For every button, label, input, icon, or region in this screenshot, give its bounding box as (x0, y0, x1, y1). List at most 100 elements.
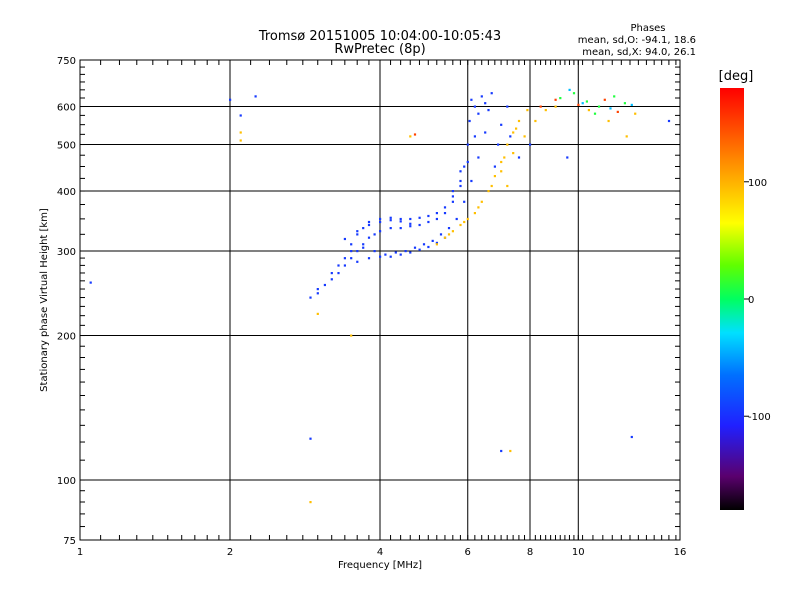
data-point (623, 102, 626, 105)
data-point (356, 250, 359, 253)
data-point (487, 109, 490, 112)
data-point (554, 105, 557, 108)
data-point (350, 257, 353, 260)
data-points (89, 88, 671, 504)
colorbar-ticks: 100 0 -100 (744, 178, 771, 423)
data-point (473, 135, 476, 138)
data-point (451, 230, 454, 233)
data-point (239, 139, 242, 142)
data-point (459, 170, 462, 173)
colorbar-tick-label: 100 (748, 178, 767, 189)
chart-subtitle: RwPretec (8p) (334, 42, 425, 57)
data-point (409, 225, 412, 228)
data-point (455, 217, 458, 221)
data-point (572, 92, 576, 95)
colorbar-tick-label: 0 (748, 295, 754, 306)
data-point (427, 214, 430, 218)
data-point (356, 260, 359, 263)
data-point (581, 102, 584, 105)
chart-title: Tromsø 20151005 10:04:00-10:05:43 (258, 29, 501, 44)
data-point (493, 165, 496, 168)
data-point (459, 179, 462, 183)
data-point (389, 216, 392, 219)
data-point (447, 227, 451, 230)
data-point (630, 435, 633, 439)
data-point (443, 206, 447, 209)
data-point (607, 119, 610, 123)
data-point (506, 105, 509, 108)
data-point (389, 227, 392, 230)
data-point (343, 257, 346, 260)
data-point (487, 190, 490, 193)
data-point (394, 251, 397, 254)
data-point (459, 223, 462, 227)
data-point (534, 119, 537, 123)
y-tick-label: 500 (57, 141, 76, 152)
data-point (667, 119, 671, 123)
data-point (451, 190, 454, 193)
data-point (362, 243, 365, 246)
data-point (616, 110, 619, 113)
data-point (379, 255, 382, 258)
x-axis-label: Frequency [MHz] (338, 560, 422, 571)
data-point (384, 253, 387, 256)
y-axis-label: Stationary phase Virtual Height [km] (39, 208, 50, 392)
data-point (229, 98, 232, 101)
data-point (431, 239, 434, 242)
data-point (389, 219, 392, 222)
data-point (337, 264, 340, 267)
data-point (435, 241, 438, 244)
data-point (435, 212, 438, 215)
data-point (435, 243, 438, 246)
data-point (466, 160, 469, 164)
data-point (409, 251, 412, 254)
data-point (316, 292, 319, 295)
data-point (480, 95, 483, 98)
data-point (517, 119, 521, 123)
data-point (500, 160, 503, 164)
data-point (593, 112, 597, 115)
data-point (418, 248, 421, 251)
data-point (418, 216, 421, 219)
data-point (506, 184, 509, 188)
data-point (323, 283, 326, 287)
data-point (443, 236, 447, 239)
y-tick-label: 600 (57, 103, 76, 114)
data-point (500, 449, 503, 453)
data-point (613, 95, 616, 98)
data-point (316, 312, 319, 315)
y-tick-label: 750 (57, 56, 76, 67)
data-point (497, 143, 500, 146)
data-point (477, 112, 480, 115)
data-point (379, 217, 382, 221)
data-point (477, 156, 480, 159)
data-point (463, 220, 466, 224)
colorbar-tick-label: -100 (748, 412, 771, 423)
data-point (473, 212, 476, 215)
data-point (367, 236, 371, 239)
data-point (389, 255, 392, 258)
data-point (577, 103, 580, 106)
x-tick-label: 16 (674, 547, 687, 558)
data-point (509, 449, 512, 453)
data-point (89, 281, 92, 284)
data-point (468, 119, 471, 123)
data-point (473, 105, 476, 108)
data-point (409, 222, 412, 225)
y-tick-label: 100 (57, 476, 76, 487)
data-point (350, 334, 353, 337)
data-point (559, 97, 562, 100)
data-point (500, 123, 503, 126)
data-point (477, 206, 480, 209)
data-point (493, 175, 496, 178)
data-point (539, 105, 542, 108)
data-point (409, 135, 412, 138)
phase-stats-x: mean, sd,X: 94.0, 26.1 (582, 47, 696, 58)
colorbar (720, 88, 744, 510)
data-point (330, 272, 333, 275)
data-point (443, 212, 447, 215)
data-point (373, 233, 376, 236)
data-point (316, 288, 319, 291)
data-point (362, 246, 365, 249)
